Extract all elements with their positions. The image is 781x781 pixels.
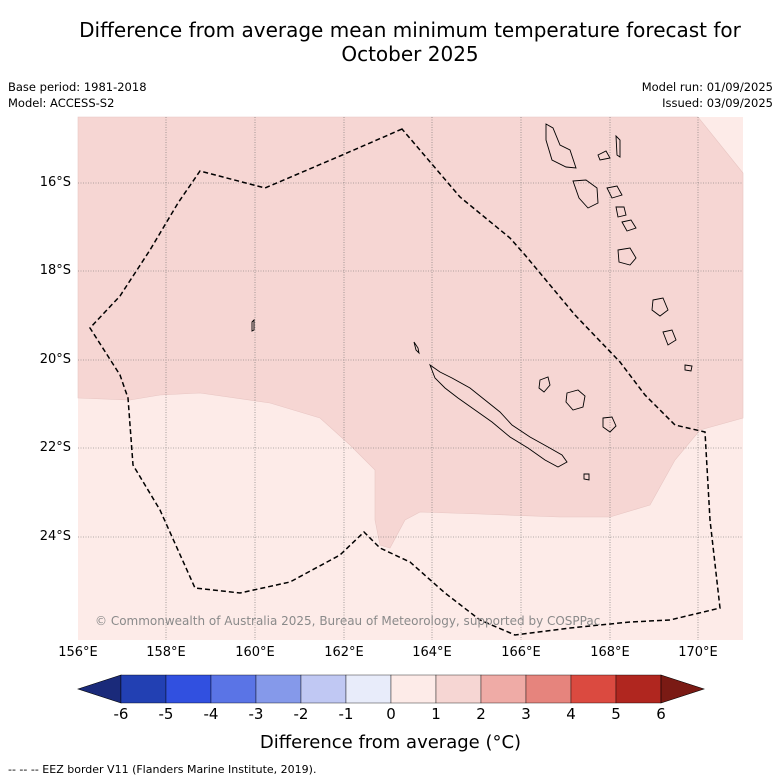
cb-tick-1: 1	[431, 705, 441, 723]
base-period: Base period: 1981-2018	[8, 80, 147, 94]
lifou-island	[565, 389, 586, 411]
cb-tick-5: 5	[611, 705, 621, 723]
issued-date: Issued: 03/09/2025	[662, 96, 773, 110]
model-run: Model run: 01/09/2025	[641, 80, 773, 94]
efate-island	[621, 219, 637, 232]
cb-tick-m4: -4	[203, 705, 219, 723]
eez-border	[89, 128, 721, 636]
lat-label-18s: 18°S	[39, 263, 71, 278]
lat-label-24s: 24°S	[39, 529, 71, 544]
cb-tick-3: 3	[521, 705, 531, 723]
anomaly-zone-1-2	[77, 116, 744, 549]
cb-tick-m1: -1	[338, 705, 354, 723]
cb-tick-6: 6	[656, 705, 666, 723]
tanna-island	[651, 297, 669, 317]
walpole-islet	[583, 473, 590, 481]
new-caledonia-island	[429, 363, 568, 468]
cb-tick-m6: -6	[113, 705, 129, 723]
lon-label-158e: 158°E	[146, 645, 186, 660]
eez-footnote: -- -- -- EEZ border V11 (Flanders Marine…	[8, 763, 317, 776]
epi-island	[615, 206, 627, 218]
belep-islet	[413, 341, 420, 355]
meta-left: Base period: 1981-2018 Model: ACCESS-S2	[8, 79, 147, 111]
title-line-1: Difference from average mean minimum tem…	[79, 18, 741, 42]
lat-label-22s: 22°S	[39, 440, 71, 455]
erromango-island	[617, 247, 637, 266]
title-line-2: October 2025	[341, 42, 479, 66]
map-plot-area	[77, 116, 744, 640]
lon-label-162e: 162°E	[324, 645, 364, 660]
meta-right: Model run: 01/09/2025 Issued: 03/09/2025	[642, 79, 773, 111]
lon-label-166e: 166°E	[501, 645, 541, 660]
aneityum-island	[662, 329, 677, 346]
lon-label-170e: 170°E	[678, 645, 718, 660]
lat-label-16s: 16°S	[39, 175, 71, 190]
graticule	[78, 117, 743, 640]
ambae-island	[597, 150, 611, 161]
lat-label-20s: 20°S	[39, 352, 71, 367]
cb-tick-m2: -2	[293, 705, 309, 723]
cb-tick-0: 0	[386, 705, 396, 723]
cb-tick-4: 4	[566, 705, 576, 723]
malakula-island	[572, 179, 599, 209]
espiritu-santo-island	[545, 123, 577, 169]
lon-label-168e: 168°E	[590, 645, 630, 660]
lon-label-156e: 156°E	[58, 645, 98, 660]
colorbar-label: Difference from average (°C)	[259, 732, 522, 753]
cb-tick-m5: -5	[158, 705, 174, 723]
ouvea-island	[538, 376, 551, 393]
cb-tick-m3: -3	[248, 705, 264, 723]
maewo-island	[615, 134, 621, 158]
cb-tick-2: 2	[476, 705, 486, 723]
lon-label-160e: 160°E	[235, 645, 275, 660]
matthew-islet	[684, 364, 693, 372]
copyright-notice: © Commonwealth of Australia 2025, Bureau…	[95, 614, 601, 628]
chesterfield-islet	[251, 318, 255, 332]
lon-label-164e: 164°E	[412, 645, 452, 660]
mare-island	[602, 416, 617, 433]
ambrym-island	[606, 185, 623, 199]
chart-title: Difference from average mean minimum tem…	[40, 18, 780, 66]
model-name: Model: ACCESS-S2	[8, 96, 115, 110]
